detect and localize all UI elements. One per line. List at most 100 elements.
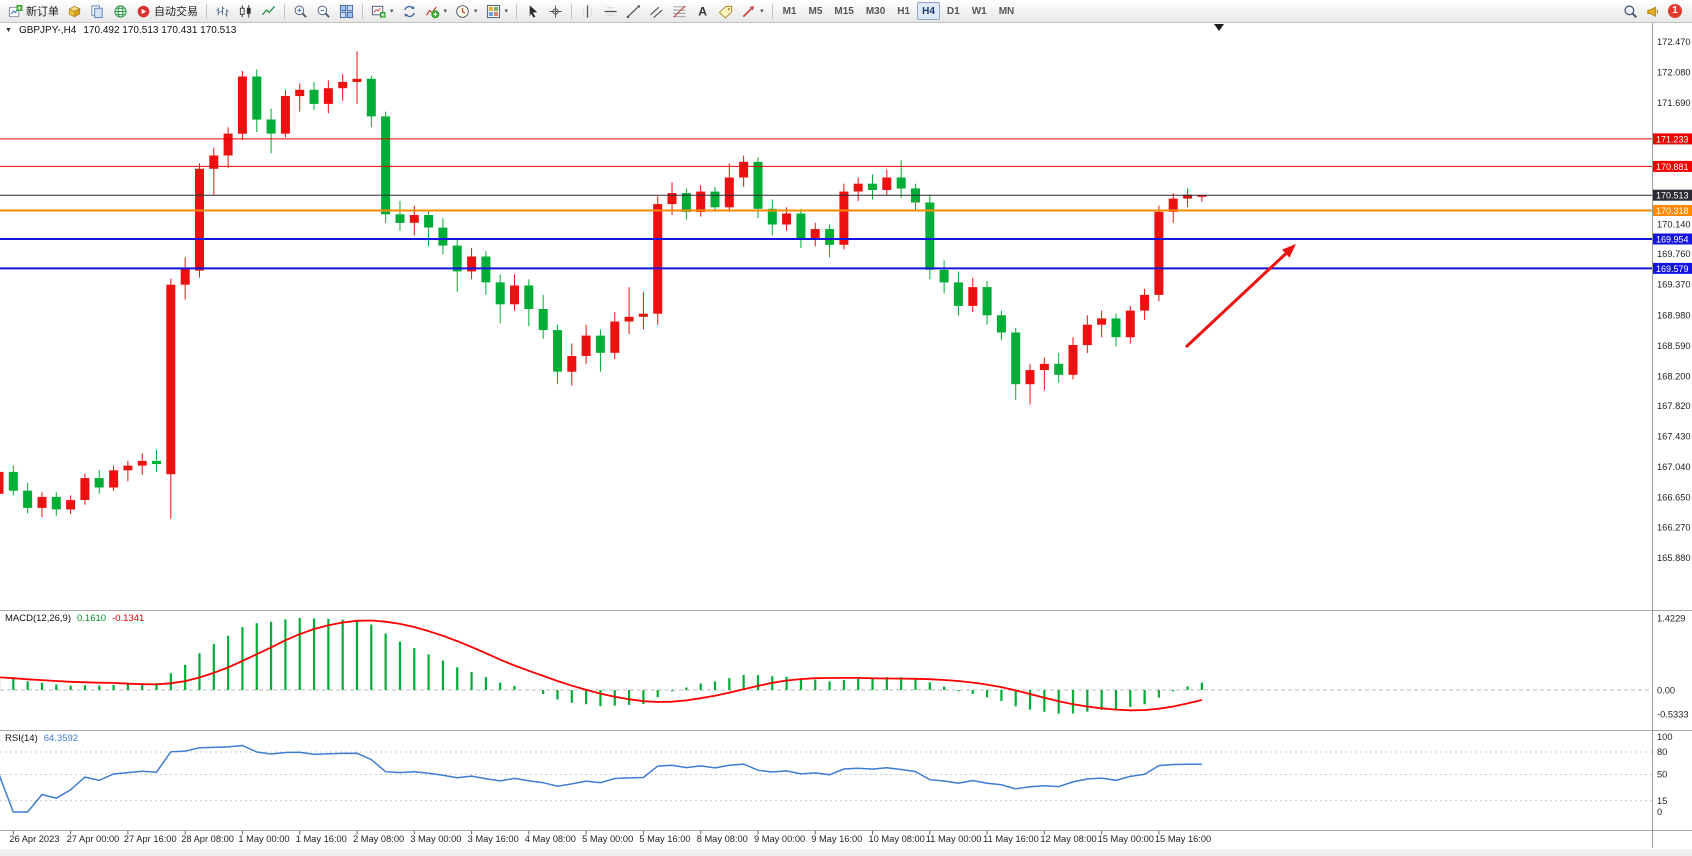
crosshair-button[interactable] <box>544 1 567 21</box>
auto-trading-button-label: 自动交易 <box>154 6 198 18</box>
collapse-caret-icon[interactable]: ▼ <box>5 27 12 34</box>
svg-text:3 May 16:00: 3 May 16:00 <box>468 834 519 844</box>
price-tag-169.579: 169.579 <box>1653 262 1692 274</box>
templates-button[interactable]: ▾ <box>482 1 513 21</box>
chevron-down-icon: ▾ <box>760 8 764 15</box>
svg-text:15 May 00:00: 15 May 00:00 <box>1098 834 1154 844</box>
arrows-button[interactable]: ▾ <box>737 1 768 21</box>
new-chart-icon <box>371 4 386 19</box>
hline-icon <box>603 4 618 19</box>
macd-axis-label: 1.4229 <box>1657 614 1685 624</box>
toolbar-separator <box>284 3 285 19</box>
rsi-axis-label: 50 <box>1657 770 1667 780</box>
horizontal-line-button[interactable] <box>599 1 622 21</box>
toolbar-separator <box>206 3 207 19</box>
timeframe-M30[interactable]: M30 <box>861 2 890 20</box>
macd-histogram <box>0 618 1203 714</box>
svg-text:9 May 00:00: 9 May 00:00 <box>754 834 805 844</box>
tile-windows-button[interactable] <box>335 1 358 21</box>
timeframe-H4[interactable]: H4 <box>917 2 940 20</box>
svg-text:26 Apr 2023: 26 Apr 2023 <box>9 834 59 844</box>
timeframe-H1[interactable]: H1 <box>892 2 915 20</box>
arrow-annotation-head[interactable] <box>1282 244 1296 258</box>
svg-text:170.318: 170.318 <box>1656 206 1689 216</box>
profiles-button[interactable] <box>398 1 421 21</box>
svg-text:171.690: 171.690 <box>1657 98 1691 108</box>
line-chart-button[interactable] <box>257 1 280 21</box>
trendline-button[interactable] <box>622 1 645 21</box>
label-button[interactable] <box>714 1 737 21</box>
svg-text:27 Apr 00:00: 27 Apr 00:00 <box>67 834 120 844</box>
bar-chart-button[interactable] <box>211 1 234 21</box>
candlestick-series <box>0 51 1207 519</box>
svg-text:4 May 08:00: 4 May 08:00 <box>525 834 576 844</box>
pages-icon <box>90 4 105 19</box>
ohlc-values: 170.492 170.513 170.431 170.513 <box>83 25 237 36</box>
macd-label: MACD(12,26,9) 0.1610 -0.1341 <box>5 613 144 624</box>
new-order-button-label: 新订单 <box>26 6 59 18</box>
tile-icon <box>339 4 354 19</box>
chart-window-button[interactable] <box>63 1 86 21</box>
rsi-value: 64.3592 <box>43 733 79 744</box>
refresh-button[interactable] <box>109 1 132 21</box>
candles-icon <box>238 4 253 19</box>
timeframe-M5[interactable]: M5 <box>803 2 827 20</box>
vertical-line-button[interactable] <box>576 1 599 21</box>
macd-signal-line <box>0 619 1203 712</box>
zoom-out-button[interactable] <box>312 1 335 21</box>
timeframe-D1[interactable]: D1 <box>942 2 965 20</box>
svg-text:A: A <box>698 4 707 18</box>
svg-text:5 May 16:00: 5 May 16:00 <box>639 834 690 844</box>
price-tag-170.318: 170.318 <box>1653 205 1692 216</box>
candlestick-chart-button[interactable] <box>234 1 257 21</box>
chevron-down-icon: ▾ <box>390 8 394 15</box>
svg-text:1 May 16:00: 1 May 16:00 <box>296 834 347 844</box>
svg-text:27 Apr 16:00: 27 Apr 16:00 <box>124 834 177 844</box>
channel-button[interactable] <box>645 1 668 21</box>
new-order-icon <box>8 4 23 19</box>
rsi-name: RSI(14) <box>5 733 38 744</box>
current-bar-marker <box>1214 24 1224 31</box>
svg-text:169.760: 169.760 <box>1657 249 1691 259</box>
indicators-button[interactable]: ▾ <box>421 1 452 21</box>
svg-text:10 May 08:00: 10 May 08:00 <box>869 834 925 844</box>
svg-text:2 May 08:00: 2 May 08:00 <box>353 834 404 844</box>
megaphone-icon <box>1646 4 1661 19</box>
search-button[interactable] <box>1619 1 1642 21</box>
text-button[interactable]: A <box>691 1 714 21</box>
template-icon <box>486 4 501 19</box>
svg-text:171.233: 171.233 <box>1656 134 1689 144</box>
timeframe-MN[interactable]: MN <box>994 2 1020 20</box>
toolbar-separator <box>571 3 573 19</box>
arrow-annotation[interactable] <box>1184 252 1287 349</box>
notifications-badge[interactable]: 1 <box>1668 4 1682 18</box>
toolbar-separator <box>362 3 363 19</box>
svg-text:169.370: 169.370 <box>1657 280 1691 290</box>
svg-text:168.980: 168.980 <box>1657 310 1691 320</box>
new-chart-button[interactable]: ▾ <box>367 1 398 21</box>
rsi-axis-label: 0 <box>1657 807 1662 817</box>
rsi-label: RSI(14) 64.3592 <box>5 733 78 744</box>
cursor-button[interactable] <box>521 1 544 21</box>
zoom-in-button[interactable] <box>289 1 312 21</box>
zoom-in-icon <box>293 4 308 19</box>
svg-text:15 May 16:00: 15 May 16:00 <box>1155 834 1211 844</box>
tag-icon <box>718 4 733 19</box>
auto-trading-button[interactable]: 自动交易 <box>132 1 202 21</box>
rsi-axis-label: 80 <box>1657 747 1667 757</box>
svg-text:9 May 16:00: 9 May 16:00 <box>811 834 862 844</box>
fibo-icon <box>672 4 687 19</box>
time-axis: 26 Apr 2023 27 Apr 00:00 27 Apr 16:00 28 Ap… <box>9 831 1211 844</box>
timeframe-M1[interactable]: M1 <box>778 2 802 20</box>
fibonacci-button[interactable] <box>668 1 691 21</box>
svg-text:169.954: 169.954 <box>1656 235 1689 245</box>
news-button[interactable] <box>1642 1 1665 21</box>
timeframe-M15[interactable]: M15 <box>829 2 858 20</box>
periods-button[interactable]: ▾ <box>451 1 482 21</box>
indicators-icon <box>425 4 440 19</box>
market-watch-button[interactable] <box>86 1 109 21</box>
crosshair-icon <box>548 4 563 19</box>
timeframe-W1[interactable]: W1 <box>967 2 992 20</box>
new-order-button[interactable]: 新订单 <box>4 1 63 21</box>
